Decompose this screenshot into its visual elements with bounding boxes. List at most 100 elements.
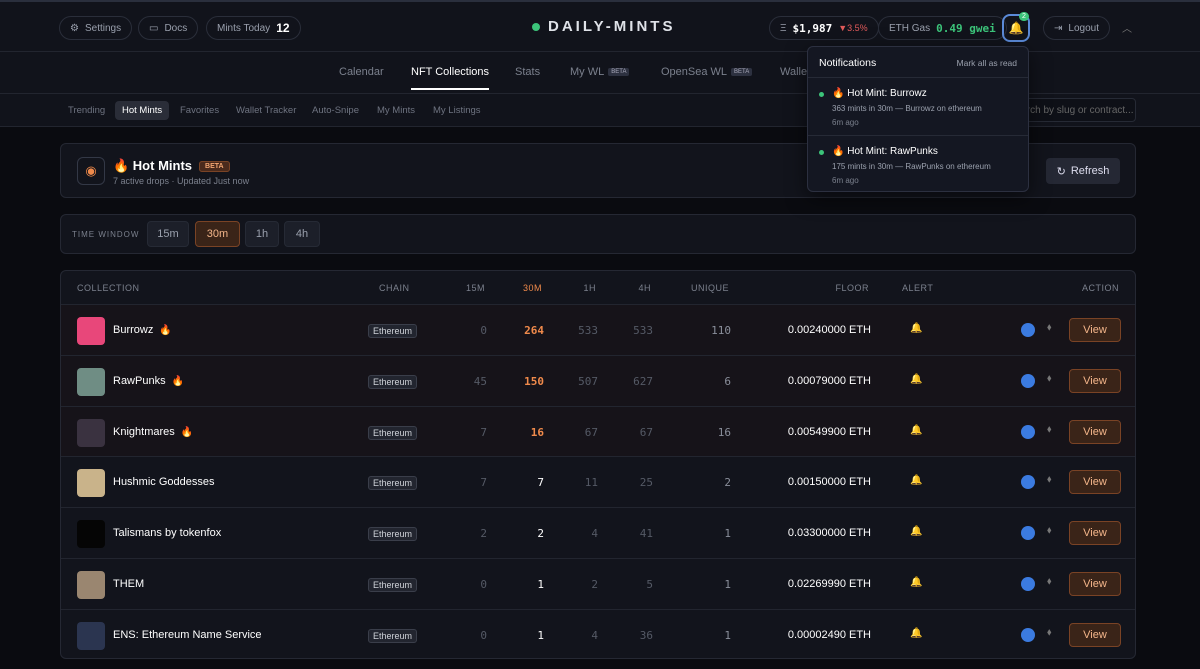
chain-icon[interactable]: [1021, 627, 1035, 642]
sub-tab[interactable]: My Listings: [433, 105, 481, 116]
floor-price: 0.00079000 ETH: [787, 374, 871, 387]
sub-tab[interactable]: Trending: [68, 105, 106, 116]
collection-name-text: Hushmic Goddesses: [113, 476, 215, 489]
view-button[interactable]: View: [1069, 470, 1121, 495]
nav-tab-label: Calendar: [339, 66, 384, 78]
nav-tab[interactable]: NFT Collections: [411, 66, 490, 90]
mark-all-read[interactable]: Mark all as read: [956, 58, 1017, 68]
table-row[interactable]: Talismans by tokenfox Ethereum 2 2 4 41 1 0.033…: [61, 507, 1135, 558]
view-button[interactable]: View: [1069, 318, 1121, 342]
view-button[interactable]: View: [1069, 521, 1121, 546]
eth-icon[interactable]: ⬧: [1047, 474, 1052, 486]
time-option[interactable]: 15m: [147, 221, 189, 247]
sub-tab[interactable]: Auto-Snipe: [312, 105, 360, 116]
sub-tab[interactable]: Hot Mints: [115, 101, 170, 120]
alert-bell[interactable]: 🔔: [910, 475, 923, 487]
nav-tab[interactable]: OpenSea WL BETA: [661, 66, 753, 78]
refresh-button[interactable]: ↻ Refresh: [1046, 158, 1120, 184]
unread-dot: [819, 150, 824, 155]
chain-badge: Ethereum: [368, 578, 418, 592]
chain-badge: Ethereum: [368, 324, 418, 338]
brand-text: DAILY-MINTS: [548, 18, 676, 35]
settings-label: Settings: [84, 22, 122, 34]
eth-icon[interactable]: ⬧: [1047, 576, 1052, 587]
column-header: ACTION: [1081, 283, 1119, 293]
column-header: 1H: [583, 283, 596, 293]
notification-button[interactable]: 🔔 2: [1002, 12, 1030, 42]
nav-tab[interactable]: Stats: [515, 66, 540, 78]
nav-tab[interactable]: Calendar: [339, 66, 384, 78]
docs-button[interactable]: ▭ Docs: [138, 16, 199, 40]
collection-name: ENS: Ethereum Name Service: [113, 629, 262, 641]
view-button[interactable]: View: [1069, 622, 1121, 647]
view-button[interactable]: View: [1069, 572, 1121, 596]
column-header: CHAIN: [379, 283, 410, 293]
hot-icon: 🔥: [180, 426, 194, 438]
sub-tab[interactable]: Wallet Tracker: [236, 105, 297, 116]
count-h1: 67: [584, 425, 598, 439]
docs-label: Docs: [164, 22, 188, 34]
view-button[interactable]: View: [1069, 419, 1121, 444]
hot-icon: 🔥: [171, 375, 185, 387]
table-row[interactable]: Burrowz 🔥 Ethereum 0 264 533 533 110 0.00240000 …: [61, 304, 1135, 355]
count-unique: 110: [711, 324, 731, 337]
notification-item[interactable]: 🔥 Hot Mint: Burrowz 363 mints in 30m — Bu…: [808, 77, 1028, 135]
logout-button[interactable]: ⇥ Logout: [1043, 16, 1110, 40]
count-h4: 67: [639, 425, 653, 439]
count-h4: 533: [633, 324, 653, 337]
nav-tab[interactable]: My WL BETA: [570, 66, 630, 78]
eth-icon[interactable]: ⬧: [1047, 423, 1052, 435]
eth-icon[interactable]: ⬧: [1047, 322, 1052, 333]
count-h1: 507: [578, 374, 598, 388]
column-header: 30M: [522, 283, 542, 293]
time-option[interactable]: 4h: [284, 221, 320, 247]
alert-bell[interactable]: 🔔: [910, 627, 923, 639]
collection-name: Hushmic Goddesses: [113, 476, 215, 488]
alert-bell[interactable]: 🔔: [910, 577, 923, 588]
eth-price-value: $1,987: [792, 21, 833, 35]
time-option[interactable]: 30m: [195, 221, 240, 247]
sub-tab[interactable]: My Mints: [377, 105, 415, 116]
eth-icon[interactable]: ⬧: [1047, 372, 1052, 384]
nav-tab[interactable]: Wallet: [780, 66, 810, 78]
eth-icon[interactable]: ⬧: [1047, 525, 1052, 537]
table-row[interactable]: Hushmic Goddesses Ethereum 7 7 11 25 2 0.001500…: [61, 456, 1135, 507]
chain-icon[interactable]: [1021, 577, 1035, 591]
count-unique: 2: [724, 476, 731, 490]
notification-body: 175 mints in 30m — RawPunks on ethereum: [832, 162, 991, 171]
column-header: UNIQUE: [690, 283, 729, 293]
collection-name: RawPunks 🔥: [113, 375, 184, 387]
refresh-label: Refresh: [1070, 165, 1110, 177]
settings-button[interactable]: ⚙ Settings: [59, 16, 133, 40]
nav-tab-label: OpenSea WL: [661, 66, 728, 78]
collapse-icon[interactable]: ︿: [1122, 24, 1132, 35]
table-row[interactable]: ENS: Ethereum Name Service Ethereum 0 1 4 36 1…: [61, 608, 1135, 658]
table-row[interactable]: RawPunks 🔥 Ethereum 45 150 507 627 6 0.00079000 …: [61, 354, 1135, 406]
chain-icon[interactable]: [1021, 424, 1035, 439]
alert-bell[interactable]: 🔔: [910, 526, 923, 538]
mints-today: Mints Today 12: [206, 16, 301, 40]
chain-icon[interactable]: [1021, 323, 1035, 337]
chain-icon[interactable]: [1021, 475, 1035, 490]
count-unique: 1: [724, 578, 731, 591]
eth-icon[interactable]: ⬧: [1047, 626, 1052, 638]
alert-bell[interactable]: 🔔: [910, 424, 923, 436]
table-row[interactable]: THEM Ethereum 0 1 2 5 1 0.02269990 ETH 🔔 ⬧ View: [61, 558, 1135, 609]
collection-name: Knightmares 🔥: [113, 426, 193, 438]
brand[interactable]: DAILY-MINTS: [532, 18, 675, 35]
gas-value: 0.49 gwei: [936, 21, 996, 35]
chain-icon[interactable]: [1021, 373, 1035, 388]
view-button[interactable]: View: [1069, 368, 1121, 393]
time-option[interactable]: 1h: [245, 221, 279, 247]
count-m15: 0: [480, 578, 487, 591]
count-m30: 264: [524, 324, 544, 337]
panel-title-row: 🔥 Hot Mints BETA: [113, 158, 230, 174]
table-row[interactable]: Knightmares 🔥 Ethereum 7 16 67 67 16 0.00549900 …: [61, 405, 1135, 457]
count-m30: 1: [537, 578, 544, 591]
alert-bell[interactable]: 🔔: [910, 323, 923, 334]
chain-icon[interactable]: [1021, 526, 1035, 541]
alert-bell[interactable]: 🔔: [910, 373, 923, 385]
sub-tab[interactable]: Favorites: [180, 105, 220, 116]
notification-item[interactable]: 🔥 Hot Mint: RawPunks 175 mints in 30m — R…: [808, 135, 1028, 193]
